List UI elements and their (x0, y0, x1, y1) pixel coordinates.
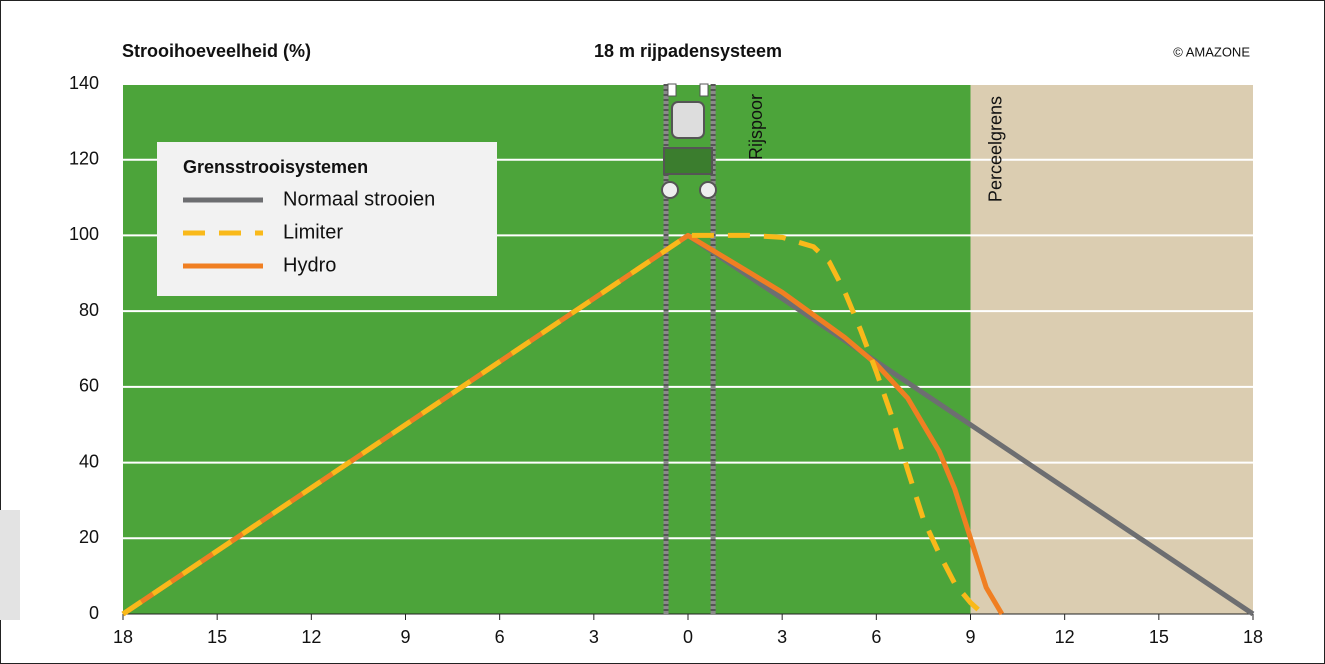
corner-tab (0, 510, 20, 620)
y-tick-label: 120 (69, 148, 99, 168)
x-tick-label: 3 (589, 627, 599, 647)
x-tick-label: 9 (965, 627, 975, 647)
x-tick-label: 15 (1149, 627, 1169, 647)
legend-title: Grensstrooisystemen (183, 157, 368, 177)
chart-title: 18 m rijpadensysteem (594, 41, 782, 61)
x-tick-label: 12 (301, 627, 321, 647)
y-tick-label: 20 (79, 527, 99, 547)
tractor-body (671, 101, 705, 139)
x-tick-label: 3 (777, 627, 787, 647)
tractor-icon (661, 83, 717, 199)
x-tick-label: 0 (683, 627, 693, 647)
tractor-wheel (699, 83, 709, 97)
x-tick-label: 6 (871, 627, 881, 647)
y-tick-label: 140 (69, 73, 99, 93)
x-tick-label: 9 (400, 627, 410, 647)
legend-box (157, 142, 497, 296)
legend-label: Normaal strooien (283, 188, 435, 210)
series-line (121, 232, 985, 617)
y-tick-label: 60 (79, 376, 99, 396)
spreader (663, 147, 713, 175)
x-tick-label: 18 (113, 627, 133, 647)
y-tick-label: 0 (89, 603, 99, 623)
credit: © AMAZONE (1173, 44, 1250, 59)
x-tick-label: 15 (207, 627, 227, 647)
x-tick-label: 12 (1055, 627, 1075, 647)
tractor-wheel (667, 83, 677, 97)
disc (699, 181, 717, 199)
annotation: Rijspoor (746, 94, 766, 160)
y-tick-label: 40 (79, 451, 99, 471)
y-axis-label: Strooihoeveelheid (%) (122, 41, 311, 61)
annotation: Perceelgrens (985, 96, 1005, 202)
series-line (121, 232, 1005, 617)
y-tick-label: 80 (79, 300, 99, 320)
legend-label: Hydro (283, 254, 336, 276)
disc (661, 181, 679, 199)
x-tick-label: 18 (1243, 627, 1263, 647)
outside-field (970, 84, 1253, 614)
y-tick-label: 100 (69, 224, 99, 244)
x-tick-label: 6 (495, 627, 505, 647)
legend-label: Limiter (283, 221, 343, 243)
